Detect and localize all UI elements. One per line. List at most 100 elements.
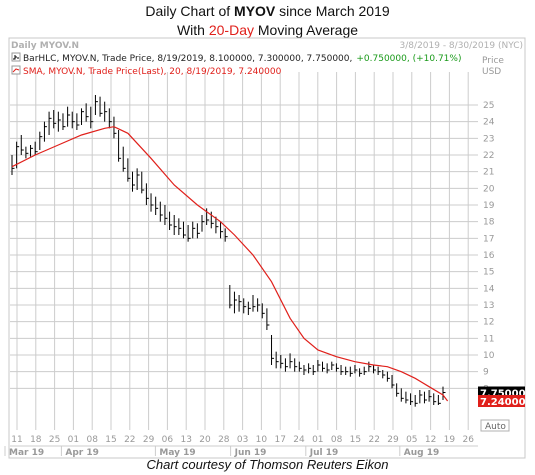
- hlc-bar: [303, 365, 307, 375]
- hlc-bar: [345, 366, 349, 375]
- hlc-bar: [308, 363, 312, 374]
- line-chart-icon: [12, 68, 20, 73]
- hlc-bar: [39, 131, 43, 150]
- hlc-bar: [391, 375, 395, 389]
- x-tick-label: 12: [425, 435, 436, 445]
- x-tick-label: 24: [293, 435, 305, 445]
- hlc-bar: [182, 221, 186, 239]
- x-tick-label: 22: [368, 435, 379, 445]
- y-tick-label: 23: [483, 134, 494, 144]
- auto-scale-label: Auto: [485, 422, 506, 432]
- x-tick-label: 11: [11, 435, 22, 445]
- last-sma-tag-box: [478, 395, 525, 407]
- hlc-bar: [196, 223, 200, 239]
- hlc-bar: [298, 361, 302, 372]
- hlc-bar: [25, 146, 29, 159]
- hlc-bar: [53, 110, 57, 129]
- y-tick-label: 9: [483, 368, 489, 378]
- last-sma-tag-label: 7.240000: [480, 397, 533, 408]
- legend: BarHLC, MYOV.N, Trade Price, 8/19/2019, …: [11, 52, 461, 77]
- hlc-bar: [340, 365, 344, 375]
- legend-change: +0.750000, (+10.71%): [356, 54, 461, 64]
- y-axis-unit: USD: [482, 67, 501, 77]
- hlc-bar: [368, 361, 372, 372]
- hlc-bar: [187, 225, 191, 242]
- hlc-bar: [136, 168, 140, 190]
- last-price-tag-label: 7.750000: [480, 389, 533, 400]
- hlc-bar: [233, 291, 237, 314]
- x-tick-label: 03: [237, 435, 248, 445]
- month-label: Apr 19: [65, 448, 99, 458]
- x-tick-label: 08: [86, 435, 98, 445]
- chart-caption: Chart courtesy of Thomson Reuters Eikon: [146, 457, 389, 472]
- hlc-bar: [220, 221, 224, 239]
- legend-box-2: [11, 65, 21, 75]
- hlc-bar: [335, 363, 339, 372]
- hlc-bar: [428, 390, 432, 402]
- hlc-bar: [118, 130, 122, 162]
- hlc-bar: [145, 183, 149, 205]
- hlc-bar: [215, 216, 219, 234]
- hlc-bar: [419, 390, 423, 404]
- x-tick-label: 22: [124, 435, 135, 445]
- x-tick-label: 15: [105, 435, 116, 445]
- hlc-bar: [131, 171, 135, 192]
- hlc-bar: [257, 298, 261, 312]
- sma-line: [11, 126, 449, 402]
- y-tick-label: 25: [483, 101, 494, 111]
- hlc-bar: [289, 353, 293, 369]
- hlc-bar: [164, 205, 168, 225]
- hlc-bars: [11, 95, 446, 407]
- hlc-bar: [275, 351, 279, 369]
- y-tick-label: 16: [483, 251, 495, 261]
- hlc-bar: [11, 155, 15, 175]
- hlc-bar: [67, 106, 71, 127]
- hlc-bar: [396, 383, 400, 397]
- hlc-bar: [363, 366, 367, 375]
- hlc-bar: [20, 135, 24, 155]
- hlc-bar: [271, 335, 275, 365]
- hlc-bar: [437, 395, 441, 405]
- month-label: May 19: [159, 448, 195, 458]
- month-label: Jul 19: [309, 448, 339, 458]
- y-tick-label: 20: [483, 184, 495, 194]
- subtitle-accent: 20-Day: [208, 22, 254, 38]
- y-tick-label: 22: [483, 151, 494, 161]
- hlc-bar: [349, 366, 353, 377]
- chart-subtitle: With 20-Day Moving Average: [176, 22, 359, 38]
- hlc-bar: [34, 141, 38, 155]
- hlc-bar: [201, 215, 205, 232]
- y-tick-label: 13: [483, 301, 494, 311]
- x-tick-label: 13: [180, 435, 191, 445]
- hlc-bar: [159, 201, 163, 222]
- hlc-bar: [382, 370, 386, 379]
- hlc-bar: [442, 386, 446, 400]
- x-tick-label: 19: [444, 435, 456, 445]
- hlc-bar: [312, 365, 316, 375]
- panel-label: Daily MYOV.N: [11, 41, 79, 51]
- y-axis: Price USD 891011121314151617181920212223…: [482, 56, 504, 394]
- hlc-bar: [261, 303, 265, 319]
- x-axis: 11 18 25 01 08 15 22 29 06 13 20 28 03 10 17 24 01 08 15 22…: [4, 435, 478, 458]
- bar-chart-icon: [13, 55, 19, 60]
- hlc-bar: [48, 111, 52, 135]
- auto-scale-box[interactable]: [480, 419, 510, 432]
- hlc-bar: [405, 391, 409, 404]
- month-label: Mar 19: [9, 448, 44, 458]
- hlc-bar: [280, 355, 284, 369]
- x-tick-label: 06: [162, 435, 174, 445]
- hlc-bar: [410, 393, 414, 405]
- hlc-bar: [377, 366, 381, 375]
- y-tick-label: 12: [483, 318, 494, 328]
- hlc-bar: [127, 158, 131, 182]
- hlc-bar: [192, 221, 196, 239]
- hlc-bar: [30, 145, 34, 157]
- legend-series-2: SMA, MYOV.N, Trade Price(Last), 20, 8/19…: [23, 67, 282, 77]
- hlc-bar: [76, 113, 80, 130]
- hlc-bar: [71, 111, 75, 129]
- x-tick-label: 15: [350, 435, 361, 445]
- hlc-bar: [173, 215, 177, 235]
- x-tick-label: 08: [331, 435, 343, 445]
